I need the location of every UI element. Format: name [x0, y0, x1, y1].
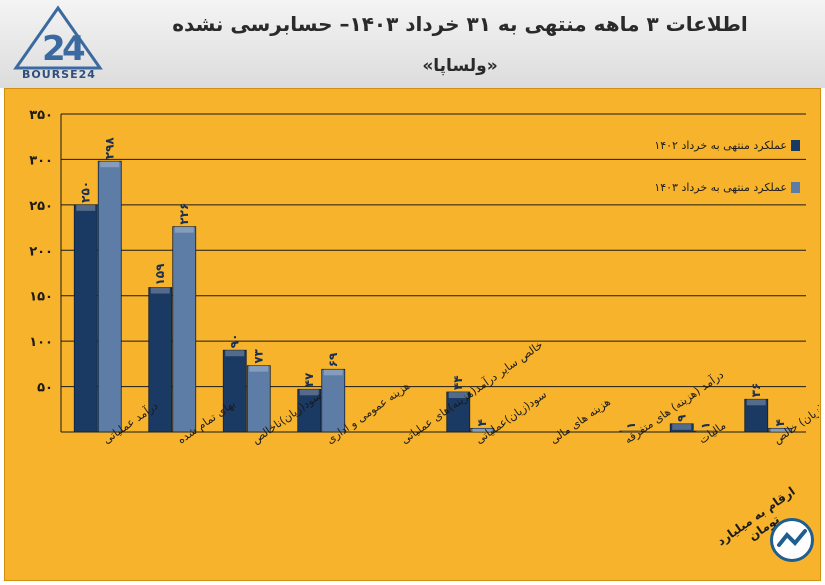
chart-title: اطلاعات ۳ ماهه منتهی به ۳۱ خرداد ۱۴۰۳– ح…	[172, 12, 748, 36]
bar-1403	[693, 430, 718, 433]
bar-1402	[297, 388, 322, 433]
brand-badge-icon	[770, 518, 814, 562]
data-label: ۲۲۶	[177, 203, 191, 225]
bourse24-logo: 2 4	[8, 4, 108, 86]
bar-highlight	[696, 431, 716, 432]
y-tick-label: ۱۵۰	[29, 290, 53, 305]
data-label: ۲۹۸	[103, 137, 117, 160]
y-tick-label: ۲۰۰	[29, 244, 53, 259]
bar-highlight	[76, 204, 96, 211]
bar-1402	[148, 287, 173, 433]
bar-1402	[744, 398, 769, 433]
bar-highlight	[100, 161, 120, 168]
header-band	[0, 0, 825, 88]
bar-highlight	[472, 428, 492, 432]
bar-highlight	[323, 369, 343, 376]
legend-item-1403: عملکرد منتهی به خرداد ۱۴۰۳	[610, 178, 800, 196]
bar-highlight	[150, 287, 170, 294]
svg-text:2: 2	[42, 29, 66, 69]
logo-text: BOURSE24	[22, 68, 96, 81]
y-tick-label: ۲۵۰	[29, 199, 53, 214]
legend-item-1402: عملکرد منتهی به خرداد ۱۴۰۲	[610, 136, 800, 154]
data-label: ۴	[773, 419, 787, 426]
bar-1403	[172, 226, 197, 433]
legend-swatch-1402	[791, 139, 800, 151]
bar-1403	[768, 427, 793, 433]
data-label: ۱	[699, 422, 713, 429]
chart-subtitle: «ولساپا»	[422, 56, 498, 76]
svg-text:4: 4	[62, 29, 86, 69]
legend-swatch-1403	[791, 181, 800, 193]
bar-highlight	[621, 431, 641, 432]
bar-highlight	[174, 226, 194, 233]
bar-1403	[246, 365, 271, 433]
y-tick-label: ۳۵۰	[29, 108, 53, 123]
bar-highlight	[672, 423, 692, 430]
data-label: ۹	[675, 414, 689, 422]
bar-layer	[73, 160, 793, 433]
data-label: ۶۹	[326, 352, 340, 367]
data-label: ۱۵۹	[153, 263, 167, 286]
data-label: ۴۴	[451, 375, 465, 390]
bar-highlight	[299, 389, 319, 396]
bar-1402	[669, 423, 694, 433]
data-label: ۴۷	[302, 372, 316, 387]
data-label: ۳۶	[749, 383, 763, 398]
bar-1403	[321, 368, 346, 433]
bar-highlight	[225, 350, 245, 357]
bar-1403	[97, 160, 122, 433]
bar-1402	[222, 349, 247, 433]
legend: عملکرد منتهی به خرداد ۱۴۰۲ عملکرد منتهی …	[610, 130, 810, 205]
data-label: ۹۰	[228, 334, 242, 349]
y-tick-label: ۳۰۰	[29, 153, 53, 168]
axis-layer: ۵۰ ۱۰۰ ۱۵۰ ۲۰۰ ۲۵۰ ۳۰۰ ۳۵۰	[29, 108, 806, 433]
data-label: ۴	[475, 419, 489, 426]
data-label: ۲۵۰	[79, 181, 93, 203]
y-tick-label: ۱۰۰	[29, 335, 53, 350]
bar-highlight	[249, 365, 269, 372]
data-label: ۷۳	[252, 348, 266, 363]
data-label: ۱	[624, 422, 638, 429]
legend-label-1402: عملکرد منتهی به خرداد ۱۴۰۲	[654, 138, 787, 152]
bar-highlight	[448, 392, 468, 399]
bar-1402	[446, 391, 471, 433]
bar-highlight	[746, 399, 766, 406]
legend-label-1403: عملکرد منتهی به خرداد ۱۴۰۳	[654, 180, 787, 194]
y-tick-label: ۵۰	[37, 381, 53, 396]
bar-1402	[73, 204, 98, 433]
bar-highlight	[770, 428, 790, 432]
bar-1403	[470, 427, 495, 433]
bar-1403	[619, 430, 644, 433]
